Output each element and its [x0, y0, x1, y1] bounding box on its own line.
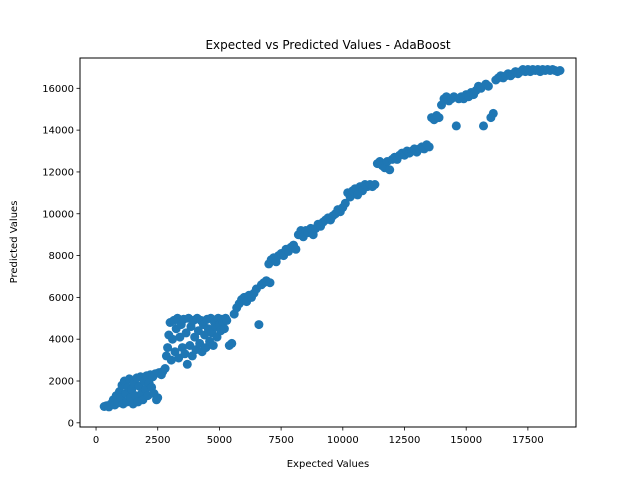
scatter-point — [208, 341, 218, 350]
x-tick-label: 7500 — [268, 435, 293, 446]
x-tick-label: 5000 — [207, 435, 232, 446]
y-axis-ticks: 0 2000 4000 6000 8000 10000 12000 14000 16000 — [42, 84, 80, 429]
scatter-point — [168, 334, 177, 344]
scatter-point — [160, 364, 170, 373]
y-tick-label: 12000 — [42, 167, 74, 178]
scatter-point — [254, 320, 264, 330]
points-layer — [99, 65, 565, 412]
scatter-point — [483, 81, 493, 91]
y-tick-label: 10000 — [42, 209, 74, 220]
x-tick-label: 10000 — [327, 435, 359, 446]
scatter-point — [181, 328, 191, 338]
y-tick-label: 2000 — [49, 377, 74, 388]
plot-area — [79, 57, 577, 428]
y-tick-label: 4000 — [49, 335, 74, 346]
scatter-point — [340, 198, 350, 208]
scatter-point — [219, 324, 229, 334]
y-tick-label: 8000 — [49, 251, 74, 262]
scatter-point — [163, 343, 173, 353]
scatter-point — [370, 180, 380, 189]
scatter-point — [385, 165, 395, 175]
x-tick-label: 17500 — [512, 435, 544, 446]
y-axis-label: Predicted Values — [9, 201, 20, 284]
y-tick-label: 0 — [68, 418, 74, 429]
scatter-point — [434, 113, 444, 123]
scatter-point — [479, 121, 488, 131]
scatter-point — [451, 121, 461, 131]
y-tick-label: 16000 — [42, 84, 74, 95]
x-tick-label: 12500 — [389, 435, 421, 446]
y-tick-label: 6000 — [49, 293, 74, 304]
x-tick-label: 15000 — [450, 435, 482, 446]
x-axis-ticks: 0 2500 5000 7500 10000 12500 15000 17500 — [93, 427, 544, 446]
scatter-point — [222, 315, 232, 325]
scatter-point — [227, 338, 237, 348]
scatter-point — [166, 355, 176, 365]
y-tick-label: 14000 — [42, 126, 74, 137]
plot-frame — [79, 57, 577, 428]
scatter-point — [265, 278, 275, 288]
x-axis-label: Expected Values — [287, 459, 370, 470]
scatter-point — [180, 349, 190, 359]
chart-title: Expected vs Predicted Values - AdaBoost — [205, 38, 450, 52]
x-tick-label: 0 — [93, 435, 99, 446]
scatter-point — [555, 66, 565, 75]
x-tick-label: 2500 — [145, 435, 170, 446]
scatter-point — [291, 244, 301, 254]
scatter-point — [182, 359, 192, 369]
scatter-point — [488, 108, 498, 118]
scatter-point — [153, 393, 163, 403]
scatter-point — [424, 142, 434, 152]
